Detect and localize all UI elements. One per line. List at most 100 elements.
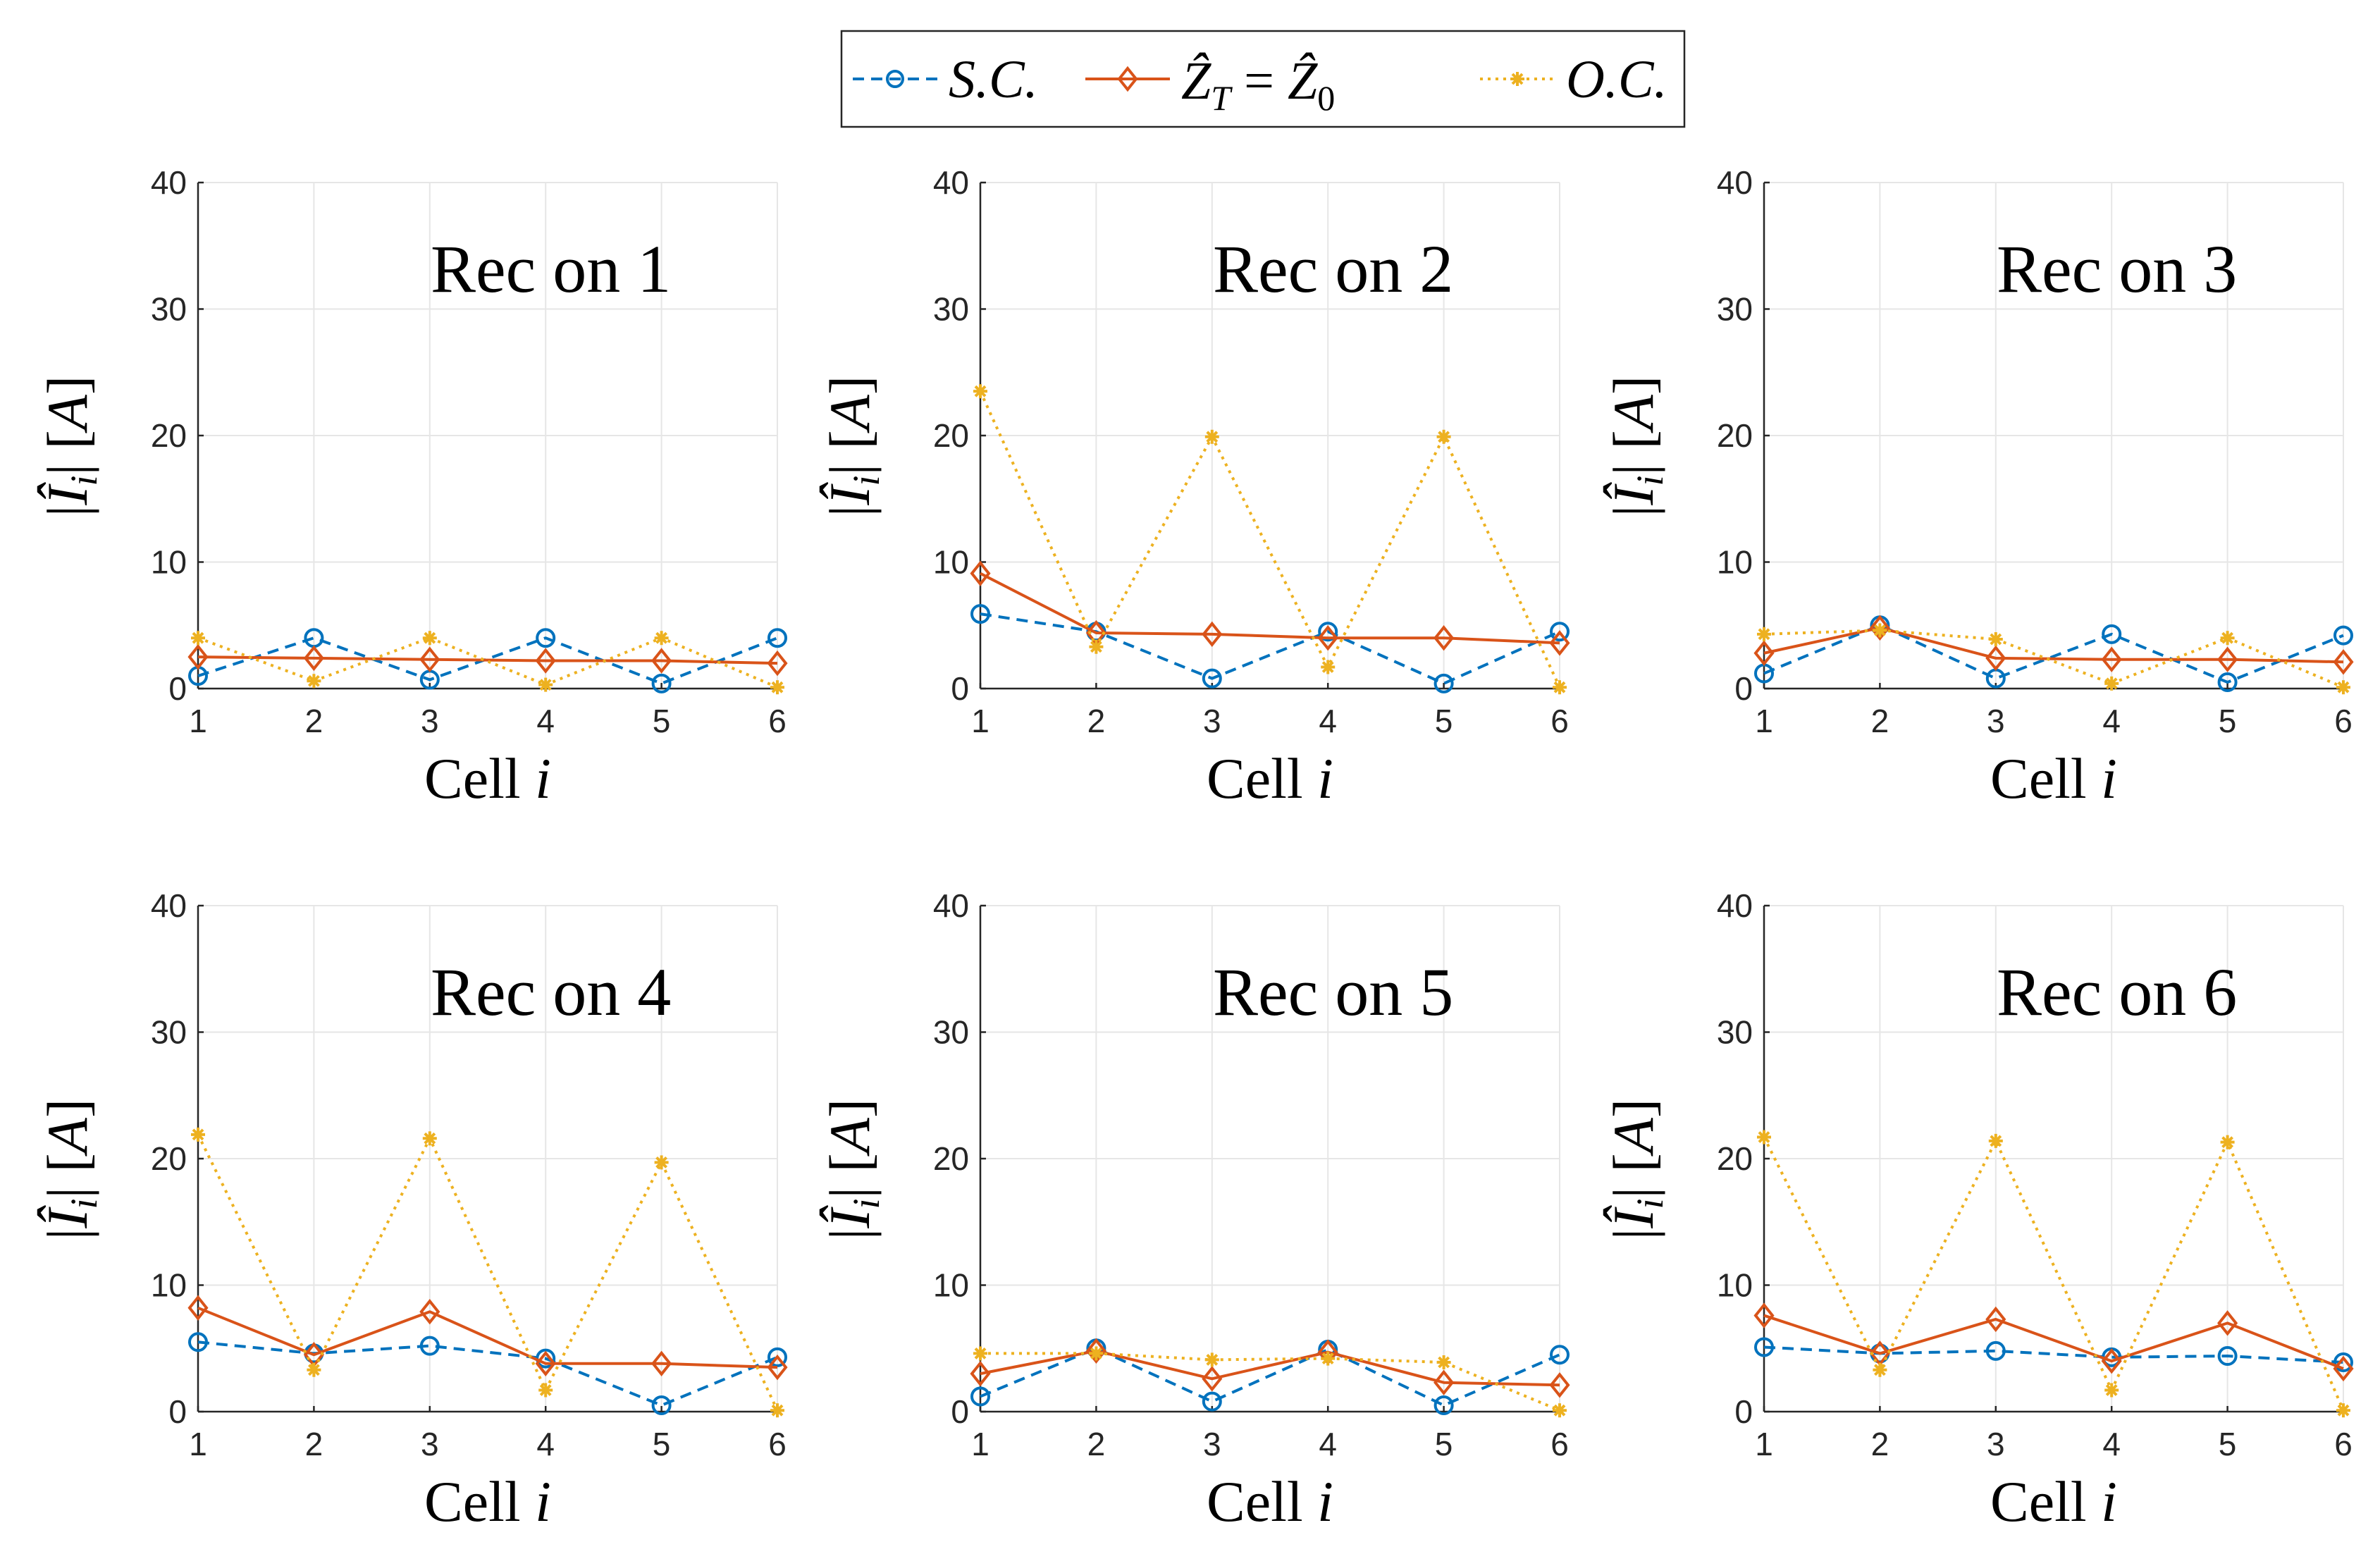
panel-1-series-matched	[187, 643, 788, 677]
panel-3-annotation: Rec on 3	[1997, 231, 2237, 307]
data-point-matched	[1549, 1372, 1570, 1398]
data-point-sc	[1433, 1395, 1454, 1416]
data-point-oc	[2336, 1403, 2350, 1418]
x-tick-label: 5	[2219, 703, 2237, 739]
data-point-oc	[1436, 1355, 1451, 1369]
x-tick-label: 4	[536, 1426, 555, 1462]
data-point-matched	[303, 645, 324, 672]
panel-5-y-label: |Îi| [A]	[818, 1099, 887, 1240]
data-point-matched	[2101, 646, 2122, 672]
data-point-sc	[1202, 1391, 1222, 1412]
data-point-sc	[1318, 622, 1338, 642]
legend-matched-lhs-sub: T	[1211, 78, 1233, 118]
series-line-sc	[1763, 1345, 2344, 1364]
y-tick-label: 20	[1717, 1140, 1753, 1177]
x-tick-label: 5	[2219, 1426, 2237, 1462]
data-point-oc	[1553, 1403, 1567, 1418]
data-point-matched	[970, 560, 991, 586]
data-point-matched	[1085, 1338, 1106, 1364]
data-point-oc	[2336, 680, 2350, 695]
series-line-matched	[197, 1306, 778, 1369]
y-tick-label: 10	[933, 1267, 969, 1304]
data-point-sc	[1550, 1345, 1570, 1365]
data-point-matched	[767, 650, 788, 677]
data-point-matched	[535, 648, 556, 674]
y-tick-label: 40	[933, 887, 969, 924]
series-line-oc	[197, 1134, 779, 1412]
data-point-oc	[1873, 1362, 1887, 1377]
data-point-sc	[419, 1336, 440, 1356]
x-tick-label: 2	[1871, 703, 1889, 739]
y-tick-label: 40	[1717, 887, 1753, 924]
panel-4-y-label: |Îi| [A]	[35, 1099, 105, 1240]
panel-2-annotation: Rec on 2	[1213, 231, 1453, 307]
panel-5: 1 2 3 4 5 6 0 10 20 30 40 Rec on 5 Cell i |Îi| [A]	[818, 887, 1570, 1534]
panel-5-series-oc	[973, 1346, 1567, 1418]
data-point-oc	[770, 680, 784, 695]
data-point-oc	[538, 677, 553, 692]
x-tick-label: 3	[1987, 1426, 2005, 1462]
panel-2-series-matched	[970, 560, 1570, 656]
data-point-oc	[973, 1346, 987, 1361]
y-tick-label: 0	[1734, 1393, 1753, 1430]
panel-1-y-label: |Îi| [A]	[35, 376, 105, 517]
panel-2-x-label: Cell i	[1207, 746, 1333, 810]
data-point-oc	[654, 1155, 669, 1170]
data-point-sc	[651, 673, 672, 693]
data-point-matched	[1753, 1302, 1775, 1328]
data-point-matched	[767, 1354, 788, 1381]
y-tick-label: 30	[933, 1014, 969, 1051]
y-tick-label: 0	[1734, 670, 1753, 707]
panel-2-series-oc	[973, 384, 1567, 695]
x-tick-label: 6	[1550, 703, 1569, 739]
panel-2-y-label: |Îi| [A]	[818, 376, 887, 517]
series-line-sc	[980, 612, 1560, 685]
series-line-matched	[197, 655, 778, 665]
panel-6-series-oc	[1757, 1130, 2350, 1418]
data-point-oc	[1321, 660, 1336, 674]
y-tick-label: 0	[168, 1393, 187, 1430]
x-tick-label: 3	[421, 703, 439, 739]
legend-sc-marker	[886, 70, 904, 88]
data-point-matched	[1985, 645, 2006, 672]
data-point-sc	[2217, 1346, 2238, 1367]
y-tick-label: 10	[1717, 544, 1753, 581]
series-line-sc	[1763, 624, 2344, 684]
data-point-oc	[770, 1403, 784, 1418]
panel-3-y-label: |Îi| [A]	[1601, 376, 1671, 517]
data-point-matched	[419, 646, 440, 672]
y-tick-label: 20	[933, 1140, 969, 1177]
data-point-matched	[2333, 649, 2354, 675]
data-point-sc	[1754, 1337, 1774, 1357]
data-point-matched	[419, 1298, 440, 1325]
data-point-sc	[2333, 625, 2353, 646]
data-point-matched	[1433, 1369, 1455, 1395]
y-tick-label: 0	[168, 670, 187, 707]
x-tick-label: 2	[1087, 703, 1106, 739]
panel-6-annotation: Rec on 6	[1997, 954, 2237, 1030]
x-tick-label: 6	[768, 1426, 787, 1462]
data-point-sc	[1433, 673, 1454, 693]
legend-matched-marker	[1117, 66, 1138, 92]
x-tick-label: 5	[653, 1426, 671, 1462]
data-point-matched	[2333, 1355, 2354, 1382]
panel-3-x-label: Cell i	[1990, 746, 2117, 810]
data-point-matched	[1869, 615, 1890, 641]
legend-oc-marker	[1510, 72, 1524, 86]
series-line-matched	[1763, 1314, 2344, 1370]
x-tick-label: 6	[1550, 1426, 1569, 1462]
data-point-matched	[970, 1360, 991, 1387]
data-point-oc	[307, 1362, 321, 1377]
data-point-oc	[2220, 1135, 2235, 1149]
y-tick-label: 40	[933, 164, 969, 201]
data-point-matched	[1202, 1366, 1223, 1392]
data-point-matched	[1317, 624, 1338, 651]
data-point-oc	[191, 1127, 205, 1142]
y-tick-label: 10	[151, 544, 187, 581]
x-tick-label: 2	[305, 703, 323, 739]
data-point-oc	[538, 1383, 553, 1398]
x-tick-label: 3	[421, 1426, 439, 1462]
y-tick-label: 0	[951, 1393, 969, 1430]
data-point-oc	[1321, 1351, 1336, 1366]
data-point-matched	[187, 1295, 209, 1321]
